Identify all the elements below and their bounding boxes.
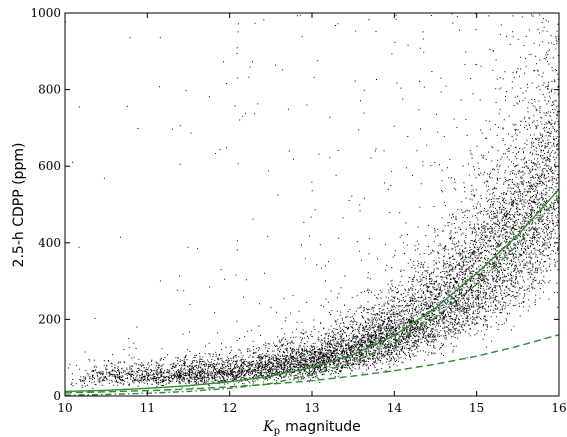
y-tick-label: 800 — [38, 83, 61, 97]
x-tick-label: 16 — [551, 401, 566, 415]
x-tick-label: 10 — [57, 401, 72, 415]
x-axis-title-text: magnitude — [285, 419, 361, 435]
x-tick-label: 13 — [304, 401, 319, 415]
x-tick-label: 15 — [469, 401, 484, 415]
model-curve-dashed — [64, 334, 560, 394]
y-tick-label: 1000 — [30, 6, 61, 20]
x-tick-label: 14 — [387, 401, 403, 415]
scatter-point-cloud — [65, 13, 560, 389]
x-axis-title: Kp magnitude — [262, 419, 361, 437]
y-tick-label: 400 — [38, 236, 61, 250]
scatter-points — [65, 13, 560, 389]
model-curve-solid — [64, 188, 560, 393]
y-tick-label: 600 — [38, 159, 61, 173]
y-axis-title: 2.5-h CDPP (ppm) — [11, 143, 27, 268]
y-tick-label: 200 — [38, 312, 61, 326]
axis-ticks — [64, 12, 560, 397]
x-axis-title-symbol: K — [262, 419, 275, 435]
x-tick-label: 12 — [222, 401, 237, 415]
x-tick-label: 11 — [140, 401, 155, 415]
axis-tick-labels: 10 11 12 13 14 15 16 0 200 400 600 800 1000 — [30, 6, 566, 415]
y-tick-label: 0 — [53, 389, 61, 403]
x-axis-title-subscript: p — [274, 426, 280, 437]
